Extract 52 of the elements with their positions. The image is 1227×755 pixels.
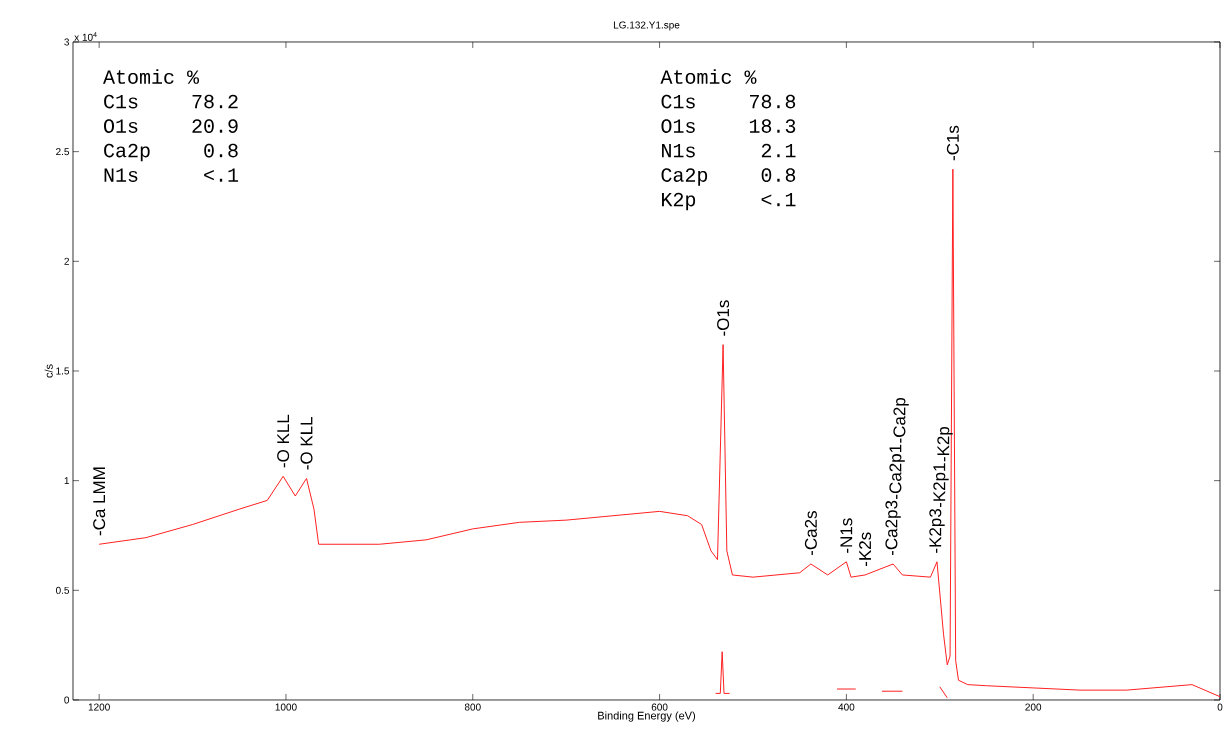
y-tick-label: 3 — [64, 38, 70, 46]
y-tick-label: 0.5 — [55, 586, 70, 594]
x-axis-title: Binding Energy (eV) — [598, 711, 696, 722]
annotation: K2p — [662, 192, 696, 211]
annotation: 2.1 — [761, 143, 796, 158]
annotation: -K2p3 — [929, 509, 945, 553]
annotation: N1s — [662, 144, 695, 158]
annotation: -K2p1 — [933, 463, 949, 508]
annotation: <.1 — [761, 193, 796, 207]
annotation: -Ca2p — [893, 397, 909, 443]
annotation: 78.2 — [192, 94, 238, 109]
x-tick-label: 1200 — [88, 703, 110, 711]
annotation: 20.9 — [192, 119, 238, 133]
annotation: O1s — [661, 119, 695, 133]
chart-title: LG.132.Y1.spe — [613, 21, 680, 31]
annotation: -O1s — [717, 300, 730, 336]
annotation: -K2s — [859, 532, 872, 567]
annotation: -Ca LMM — [93, 467, 106, 536]
annotation: 18.3 — [749, 119, 796, 133]
annotation: -Ca2s — [804, 511, 817, 556]
x-tick-label: 800 — [464, 703, 481, 711]
annotation: 0.8 — [761, 168, 796, 182]
y-tick-label: 1 — [64, 477, 69, 485]
annotation: -K2p — [937, 426, 953, 462]
annotation: -O KLL — [300, 416, 313, 470]
y-tick-label: 2 — [64, 257, 69, 265]
annotation: -Ca2p3 — [885, 500, 901, 556]
annotation: -Ca2p1 — [889, 444, 905, 499]
annotation: Atomic % — [103, 69, 200, 84]
annotation: Ca2p — [104, 143, 150, 162]
annotation: N1s — [104, 168, 138, 182]
text: x 10$^{4}$ — [74, 32, 97, 41]
y-tick-label: 1.5 — [56, 367, 70, 375]
annotation: C1s — [661, 94, 695, 109]
annotation: -N1s — [840, 518, 853, 553]
x-tick-label: 1000 — [275, 703, 297, 711]
annotation: Ca2p — [661, 168, 708, 186]
annotation: C1s — [104, 94, 138, 109]
x-tick-label: 600 — [651, 703, 668, 711]
x-tick-label: 400 — [838, 703, 855, 711]
annotation: <.1 — [204, 168, 239, 182]
x-tick-label: 200 — [1025, 703, 1042, 711]
x-tick-label: 0 — [1217, 703, 1223, 711]
annotation: -O KLL — [277, 414, 290, 468]
y-tick-label: 2.5 — [56, 148, 70, 156]
annotation: Atomic % — [660, 69, 757, 84]
y-tick-label: 0 — [64, 696, 70, 704]
y-axis-title: c/s — [44, 364, 53, 378]
annotation: -C1s — [946, 125, 959, 161]
annotation: 0.8 — [204, 143, 238, 158]
annotation: 78.8 — [750, 94, 796, 109]
annotation: O1s — [104, 119, 138, 133]
